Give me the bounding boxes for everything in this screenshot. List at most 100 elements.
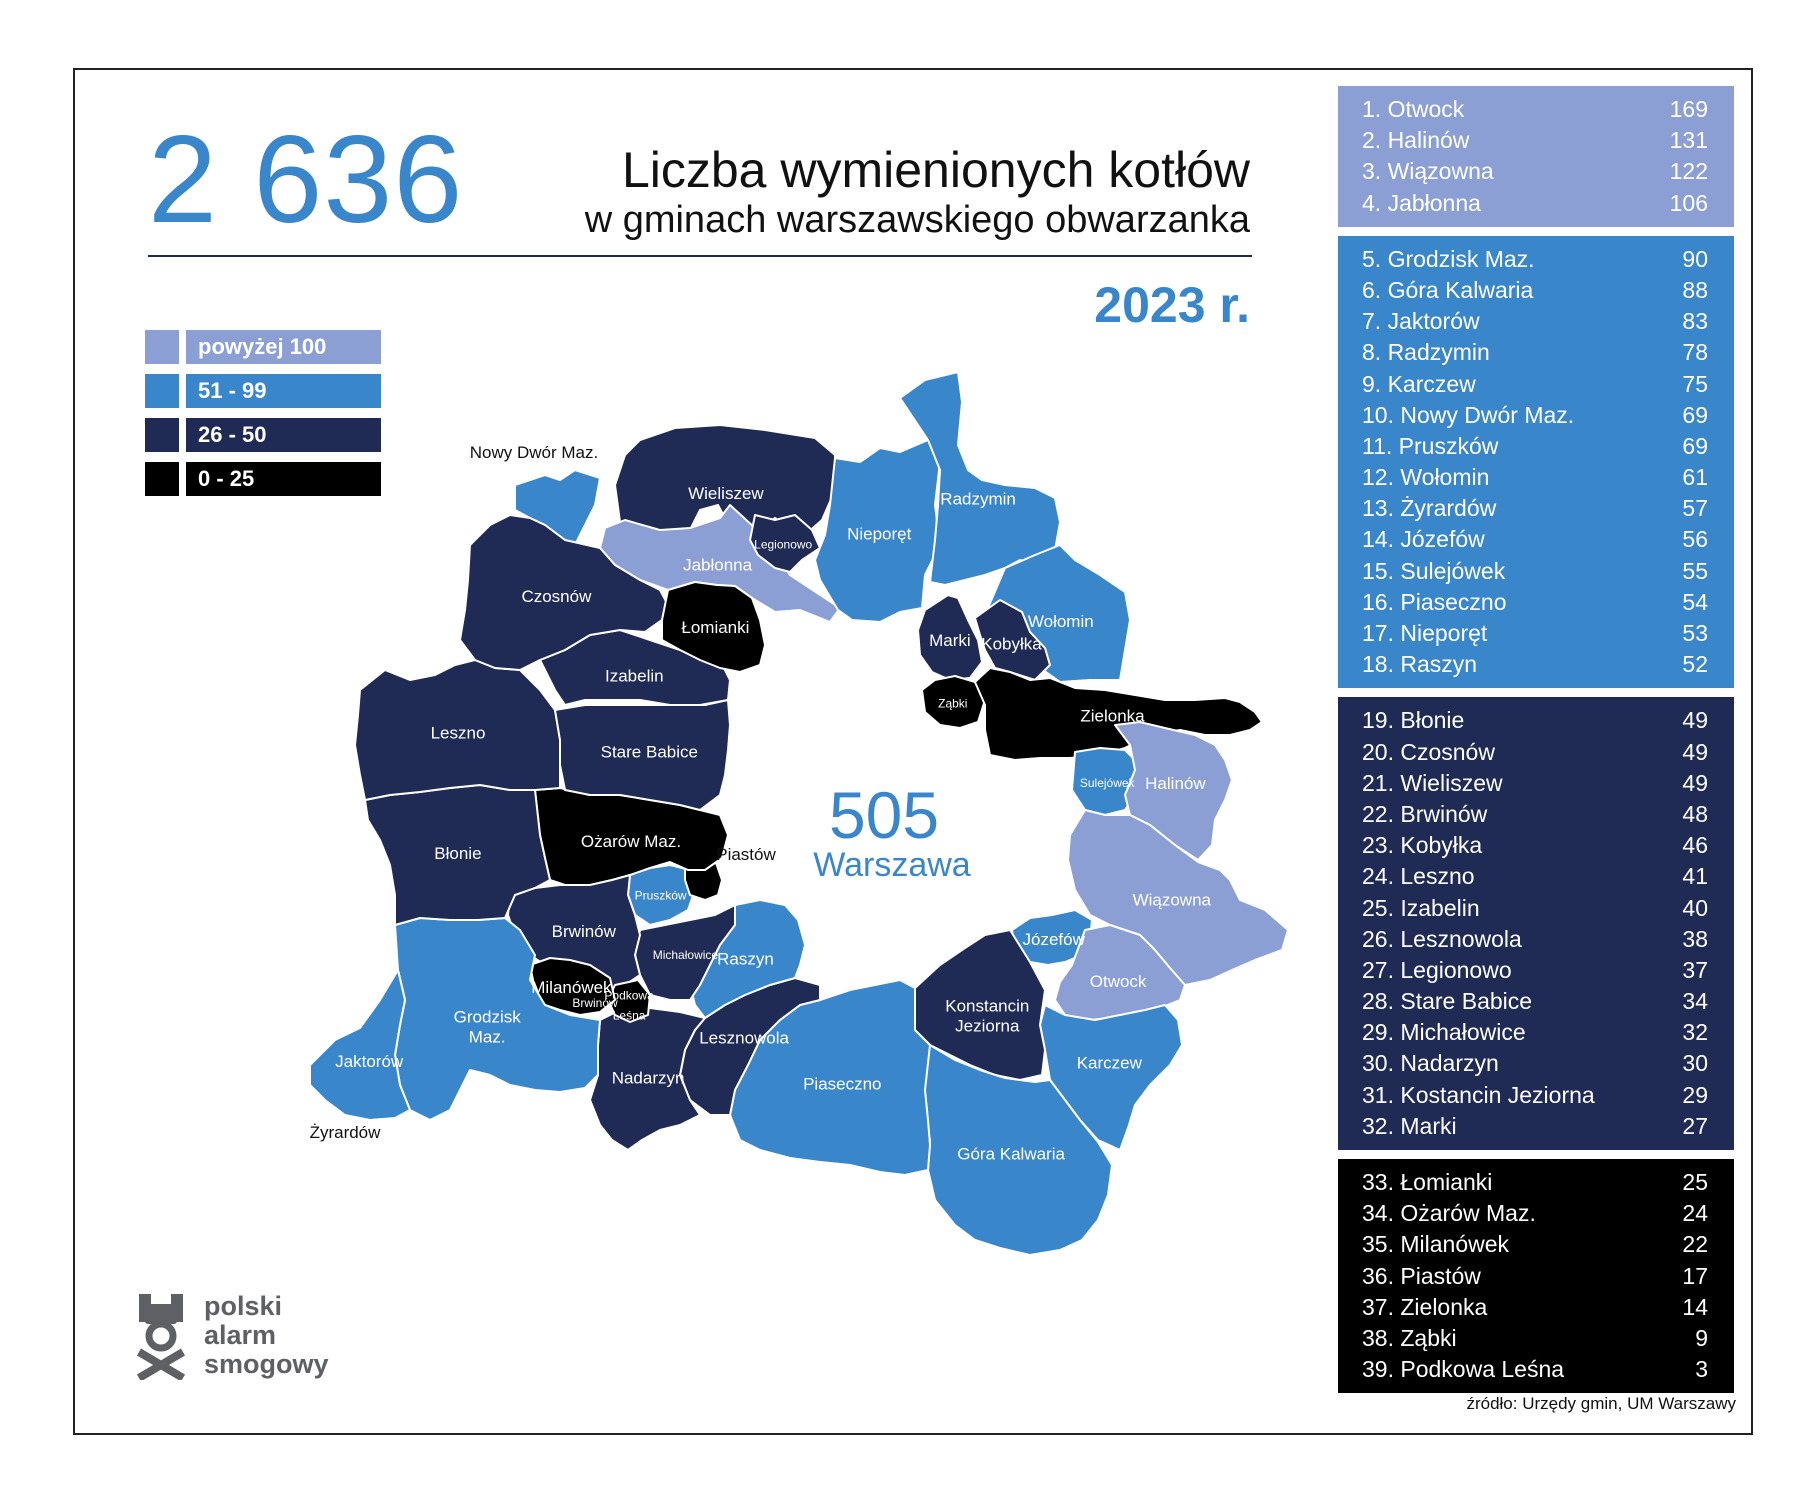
region-label-karczew: Karczew (1077, 1053, 1143, 1072)
region-halinow[interactable] (1114, 721, 1233, 861)
ranking-name: 36. Piastów (1362, 1262, 1481, 1289)
ranking-value: 122 (1669, 158, 1708, 185)
label-zyrardow: Żyrardów (310, 1123, 382, 1142)
region-label-grodzisk: Grodzisk Maz. (454, 1008, 522, 1047)
ranking-value: 48 (1682, 800, 1708, 827)
ranking-row: 31. Kostancin Jeziorna 29 (1338, 1080, 1734, 1111)
ranking-row: 21. Wieliszew 49 (1338, 768, 1734, 799)
ranking-value: 38 (1682, 925, 1708, 952)
region-label-jozefow: Józefów (1023, 930, 1086, 949)
legend-item-51-99: 51 - 99 (145, 374, 381, 408)
ranking-group: 33. Łomianki 25 34. Ożarów Maz. 24 35. Milan… (1338, 1159, 1734, 1394)
region-wiazowna[interactable] (1067, 809, 1289, 986)
ranking-name: 19. Błonie (1362, 707, 1465, 734)
region-stare-babice[interactable] (554, 699, 731, 811)
total-count: 2 636 (148, 111, 464, 249)
ranking-name: 15. Sulejówek (1362, 557, 1506, 584)
year-label: 2023 r. (1094, 277, 1250, 333)
ranking-row: 33. Łomianki 25 (1338, 1167, 1734, 1198)
region-label-leszno: Leszno (431, 723, 486, 742)
ranking-name: 25. Izabelin (1362, 894, 1480, 921)
ranking-row: 32. Marki 27 (1338, 1111, 1734, 1142)
region-kobylka[interactable] (974, 599, 1051, 681)
ranking-row: 27. Legionowo 37 (1338, 955, 1734, 986)
region-label-piaseczno: Piaseczno (803, 1074, 881, 1093)
ranking-name: 5. Grodzisk Maz. (1362, 245, 1535, 272)
ranking-row: 20. Czosnów 49 (1338, 737, 1734, 768)
ranking-name: 18. Raszyn (1362, 651, 1478, 678)
region-nieporet[interactable] (814, 439, 941, 623)
ranking-row: 34. Ożarów Maz. 24 (1338, 1198, 1734, 1229)
label-piastow: Piastów (716, 845, 776, 864)
ranking-value: 69 (1682, 432, 1708, 459)
warsaw-value: 505 (829, 778, 939, 852)
warsaw-name: Warszawa (813, 846, 971, 884)
ranking-row: 39. Podkowa Leśna 3 (1338, 1354, 1734, 1385)
ranking-value: 34 (1682, 988, 1708, 1015)
region-label-halinow: Halinów (1145, 774, 1206, 793)
ranking-group: 1. Otwock 169 2. Halinów 131 3. Wiązowna 122 4… (1338, 86, 1734, 227)
region-label-legionowo: Legionowo (754, 537, 812, 551)
ranking-name: 2. Halinów (1362, 127, 1470, 154)
ranking-value: 9 (1695, 1324, 1708, 1351)
ranking-value: 75 (1682, 370, 1708, 397)
ranking-row: 29. Michałowice 32 (1338, 1017, 1734, 1048)
region-czosnow[interactable] (459, 514, 669, 671)
ranking-value: 40 (1682, 894, 1708, 921)
ranking-name: 39. Podkowa Leśna (1362, 1356, 1565, 1383)
ranking-name: 27. Legionowo (1362, 956, 1512, 983)
ranking-value: 169 (1669, 96, 1708, 122)
map-legend: powyżej 100 51 - 99 26 - 50 0 - 25 (145, 330, 381, 506)
ranking-row: 5. Grodzisk Maz. 90 (1338, 244, 1734, 275)
ranking-row: 7. Jaktorów 83 (1338, 306, 1734, 337)
ranking-value: 22 (1682, 1231, 1708, 1258)
ranking-name: 1. Otwock (1362, 96, 1465, 122)
ranking-row: 23. Kobyłka 46 (1338, 830, 1734, 861)
ranking-row: 6. Góra Kalwaria 88 (1338, 275, 1734, 306)
region-jablonna[interactable] (599, 504, 841, 623)
ranking-name: 13. Żyrardów (1362, 495, 1497, 522)
region-leszno[interactable] (354, 659, 561, 801)
ranking-table: 1. Otwock 169 2. Halinów 131 3. Wiązowna 122 4… (1338, 86, 1734, 1402)
region-jaktorow[interactable] (309, 969, 411, 1121)
ranking-name: 28. Stare Babice (1362, 988, 1533, 1015)
ranking-row: 17. Nieporęt 53 (1338, 618, 1734, 649)
region-marki[interactable] (917, 594, 983, 681)
ranking-value: 106 (1669, 189, 1708, 216)
region-zielonka[interactable] (974, 667, 1263, 761)
legend-label: 0 - 25 (186, 462, 381, 496)
region-label-ozarow: Ożarów Maz. (581, 832, 681, 851)
region-konstancin[interactable] (914, 929, 1046, 1081)
legend-label: 26 - 50 (186, 418, 381, 452)
region-legionowo[interactable] (749, 514, 821, 573)
region-label-marki: Marki (929, 631, 971, 650)
ranking-value: 37 (1682, 956, 1708, 983)
ranking-name: 11. Pruszków (1362, 432, 1499, 459)
ranking-value: 41 (1682, 863, 1708, 890)
region-nadarzyn[interactable] (589, 1007, 706, 1151)
ranking-name: 21. Wieliszew (1362, 769, 1503, 796)
region-label-nieporet: Nieporęt (847, 524, 912, 543)
ranking-name: 10. Nowy Dwór Maz. (1362, 401, 1575, 428)
ranking-name: 32. Marki (1362, 1112, 1457, 1139)
ranking-value: 90 (1682, 245, 1708, 272)
region-michalowice[interactable] (634, 904, 736, 1001)
source-note: źródło: Urzędy gmin, UM Warszawy (1466, 1394, 1736, 1413)
region-label-kobylka: Kobyłka (981, 635, 1042, 654)
ranking-name: 14. Józefów (1362, 526, 1485, 553)
ranking-value: 53 (1682, 620, 1708, 646)
region-lomianki[interactable] (661, 581, 766, 673)
ranking-name: 35. Milanówek (1362, 1231, 1510, 1258)
legend-label: 51 - 99 (186, 374, 381, 408)
region-label-stare-babice: Stare Babice (601, 743, 698, 762)
ranking-name: 26. Lesznowola (1362, 925, 1522, 952)
region-zabki[interactable] (921, 675, 986, 729)
legend-item-above100: powyżej 100 (145, 330, 381, 364)
ranking-row: 8. Radzymin 78 (1338, 337, 1734, 368)
ranking-row: 38. Ząbki 9 (1338, 1323, 1734, 1354)
ranking-row: 14. Józefów 56 (1338, 524, 1734, 555)
ranking-row: 13. Żyrardów 57 (1338, 493, 1734, 524)
ranking-row: 15. Sulejówek 55 (1338, 556, 1734, 587)
region-label-jablonna: Jabłonna (683, 555, 753, 574)
